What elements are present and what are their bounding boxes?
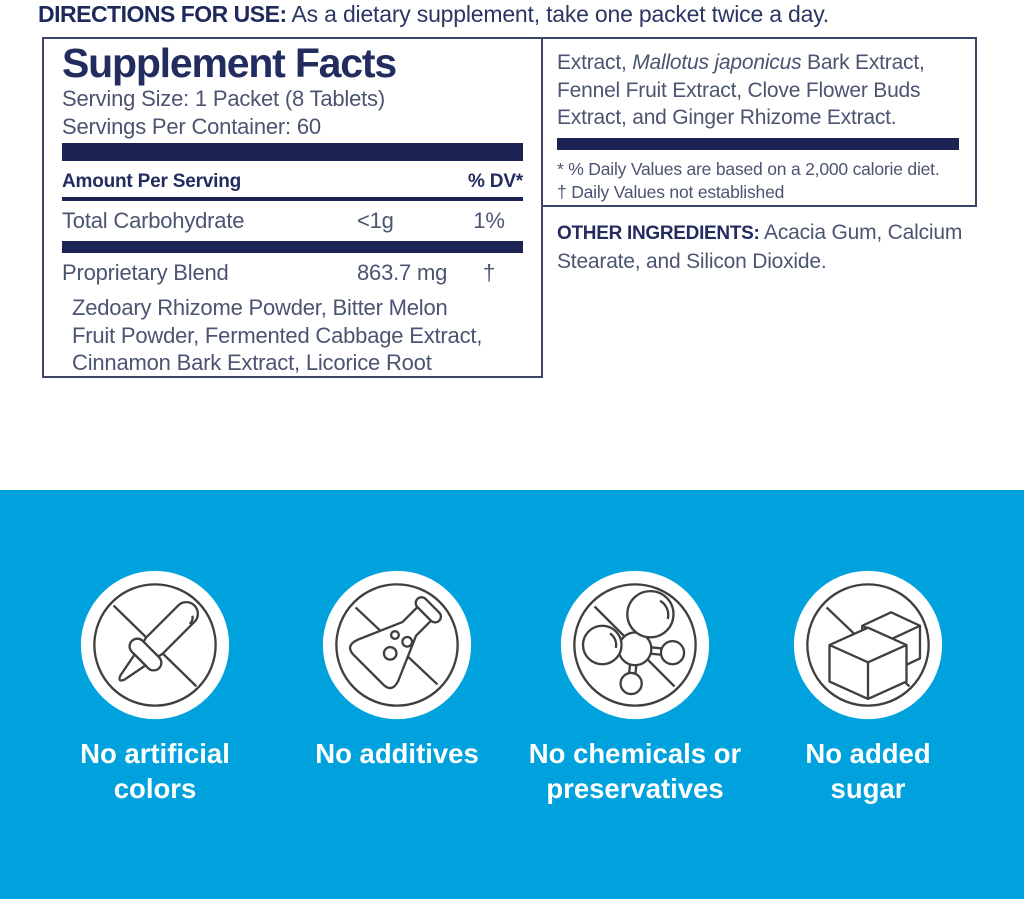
nutrient-name: Proprietary Blend (62, 260, 229, 285)
latin-name-italic: Mallotus japonicus (632, 51, 802, 74)
directions-text: As a dietary supplement, take one packet… (286, 1, 830, 27)
badge-no-added-sugar: No added sugar (770, 568, 966, 806)
dropper-crossed-icon (55, 568, 255, 722)
other-ingredients-label: OTHER INGREDIENTS: (557, 223, 760, 244)
benefits-band: No artificial colors (0, 490, 1024, 899)
divider-bar-thick (62, 143, 523, 161)
servings-per-container: Servings Per Container: 60 (62, 113, 321, 139)
sugar-cubes-crossed-icon (770, 568, 966, 722)
molecule-crossed-icon (508, 568, 762, 722)
blend-line: Zedoary Rhizome Powder, Bitter Melon (72, 295, 448, 320)
badge-label: No additives (315, 738, 479, 769)
percent-dv-header: % DV* (468, 171, 523, 192)
continuation-text: Bark Extract, (801, 51, 925, 74)
divider-bar (557, 137, 959, 150)
other-ingredients-line: Stearate, and Silicon Dioxide. (557, 250, 827, 273)
blend-line: Fruit Powder, Fermented Cabbage Extract, (72, 322, 483, 348)
nutrient-amount: 863.7 mg (357, 260, 448, 285)
other-ingredients-line: OTHER INGREDIENTS: Acacia Gum, Calcium (557, 219, 962, 248)
badge-no-artificial-colors: No artificial colors (55, 568, 255, 806)
footnote-dagger: † Daily Values not established (557, 181, 785, 202)
continuation-line: Extract, and Ginger Rhizome Extract. (557, 106, 897, 129)
ingredients-continuation-panel: Extract, Mallotus japonicus Bark Extract… (541, 37, 977, 207)
serving-size: Serving Size: 1 Packet (8 Tablets) (62, 86, 385, 111)
proprietary-blend-ingredients: Zedoary Rhizome Powder, Bitter Melon Fru… (72, 294, 523, 377)
flask-crossed-icon (297, 568, 497, 722)
nutrient-dv: 1% (473, 208, 505, 233)
footnote-daily-values: * % Daily Values are based on a 2,000 ca… (557, 158, 940, 179)
supplement-facts-panel: Supplement Facts Serving Size: 1 Packet … (42, 37, 543, 378)
directions-label: DIRECTIONS FOR USE: (38, 1, 287, 27)
badge-no-additives: No additives (297, 568, 497, 771)
badge-label: No added sugar (805, 738, 931, 804)
blend-line: Cinnamon Bark Extract, Licorice Root (72, 350, 432, 375)
divider-rule (62, 197, 523, 201)
other-ingredients-text: Acacia Gum, Calcium (759, 221, 963, 244)
amount-per-serving-header: Amount Per Serving (62, 171, 242, 192)
table-row: Proprietary Blend 863.7 mg † (62, 261, 523, 285)
continuation-text: Extract, (557, 51, 633, 74)
badge-label: No chemicals or preservatives (528, 738, 742, 804)
continuation-line: Fennel Fruit Extract, Clove Flower Buds (557, 78, 921, 102)
supplement-facts-title: Supplement Facts (62, 40, 397, 86)
badge-label: No artificial colors (80, 738, 230, 804)
table-row: Total Carbohydrate <1g 1% (62, 209, 523, 233)
directions-line: DIRECTIONS FOR USE: As a dietary supplem… (38, 1, 829, 27)
other-ingredients: OTHER INGREDIENTS: Acacia Gum, Calcium S… (557, 219, 962, 276)
nutrient-name: Total Carbohydrate (62, 208, 245, 233)
continuation-line: Extract, Mallotus japonicus Bark Extract… (557, 49, 963, 77)
nutrient-dv: † (482, 260, 496, 285)
divider-bar-mid (62, 241, 523, 253)
badge-no-chemicals-preservatives: No chemicals or preservatives (508, 568, 762, 806)
nutrient-amount: <1g (357, 208, 394, 233)
